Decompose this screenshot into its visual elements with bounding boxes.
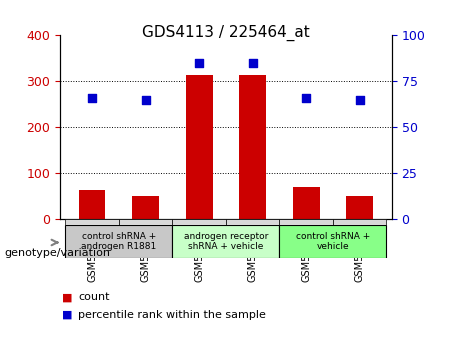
FancyBboxPatch shape	[279, 225, 386, 258]
FancyBboxPatch shape	[279, 219, 333, 225]
Bar	[79, 189, 106, 219]
FancyBboxPatch shape	[65, 219, 119, 225]
Text: count: count	[78, 292, 110, 302]
Point	[142, 97, 149, 103]
FancyBboxPatch shape	[172, 225, 279, 258]
Point	[249, 60, 256, 66]
Text: percentile rank within the sample: percentile rank within the sample	[78, 310, 266, 320]
Text: ■: ■	[62, 310, 73, 320]
Text: androgen receptor
shRNA + vehicle: androgen receptor shRNA + vehicle	[183, 232, 268, 251]
Bar	[239, 74, 266, 219]
FancyBboxPatch shape	[65, 225, 172, 258]
Text: control shRNA +
vehicle: control shRNA + vehicle	[296, 232, 370, 251]
Point	[89, 95, 96, 101]
FancyBboxPatch shape	[172, 219, 226, 225]
Text: GDS4113 / 225464_at: GDS4113 / 225464_at	[142, 25, 310, 41]
Text: genotype/variation: genotype/variation	[5, 248, 111, 258]
FancyBboxPatch shape	[226, 219, 279, 225]
Bar	[132, 196, 159, 219]
Text: control shRNA +
androgen R1881: control shRNA + androgen R1881	[81, 232, 156, 251]
Point	[302, 95, 310, 101]
Text: ■: ■	[62, 292, 73, 302]
Bar	[346, 195, 373, 219]
Point	[356, 97, 363, 103]
Point	[195, 60, 203, 66]
Bar	[186, 74, 213, 219]
FancyBboxPatch shape	[119, 219, 172, 225]
FancyBboxPatch shape	[333, 219, 386, 225]
Bar	[293, 187, 319, 219]
